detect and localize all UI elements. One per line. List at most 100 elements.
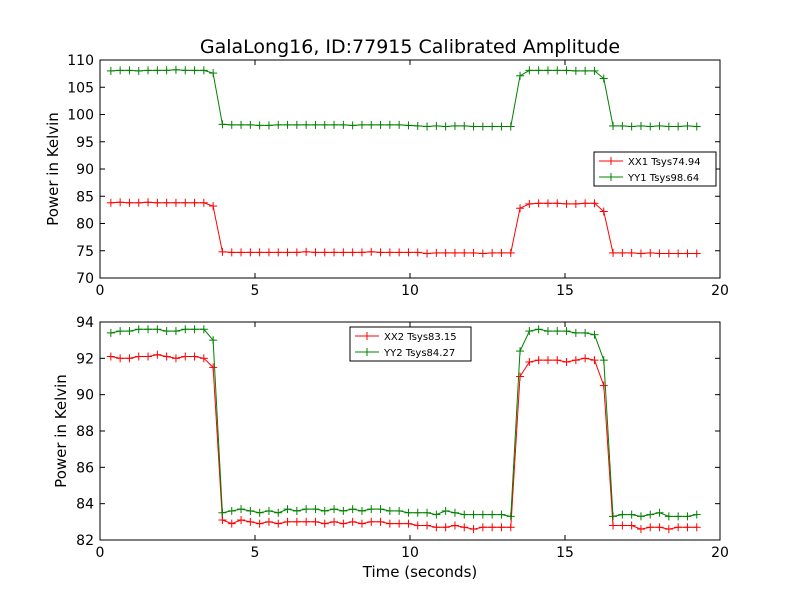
data-point (423, 249, 432, 258)
data-point (432, 248, 441, 257)
data-point (571, 356, 580, 365)
data-point (636, 525, 645, 534)
data-point (450, 248, 459, 257)
data-point (385, 519, 394, 528)
y-axis-label: Power in Kelvin (52, 374, 70, 488)
data-point (581, 66, 590, 75)
data-point (227, 120, 236, 129)
data-point (404, 508, 413, 517)
data-point (385, 506, 394, 515)
plot-frame (99, 59, 721, 279)
data-point (413, 248, 422, 257)
data-point (302, 247, 311, 256)
data-point (227, 248, 236, 257)
data-point (683, 121, 692, 130)
series-line (110, 328, 697, 517)
data-point (599, 74, 608, 83)
data-point (590, 199, 599, 208)
data-point (404, 121, 413, 130)
data-point (134, 198, 143, 207)
y-tick-label: 100 (67, 108, 94, 124)
y-tick-label: 85 (76, 189, 94, 205)
data-point (106, 198, 115, 207)
data-point (478, 249, 487, 258)
data-point (553, 66, 562, 75)
data-point (274, 120, 283, 129)
data-point (246, 506, 255, 515)
legend-box (349, 326, 472, 362)
data-point (376, 517, 385, 526)
data-point (562, 66, 571, 75)
data-point (292, 248, 301, 257)
y-tick-label: 84 (76, 497, 94, 513)
y-tick-label: 86 (76, 460, 94, 476)
data-point (534, 325, 543, 334)
data-point (525, 199, 534, 208)
data-point (199, 325, 208, 334)
data-point (450, 121, 459, 130)
data-point (413, 508, 422, 517)
data-point (692, 122, 701, 131)
data-point (339, 120, 348, 129)
data-point (543, 199, 552, 208)
data-point (450, 521, 459, 530)
data-point (274, 248, 283, 257)
data-point (534, 199, 543, 208)
legend-label: XX1 Tsys74.94 (628, 157, 701, 168)
x-tick-label: 20 (711, 545, 729, 561)
data-point (181, 66, 190, 75)
data-point (153, 198, 162, 207)
x-tick-label: 10 (401, 283, 419, 299)
data-point (311, 517, 320, 526)
data-point (506, 122, 515, 131)
data-point (506, 512, 515, 521)
data-point (581, 199, 590, 208)
data-point (116, 354, 125, 363)
data-point (674, 122, 683, 131)
data-point (534, 356, 543, 365)
data-point (181, 352, 190, 361)
data-point (199, 354, 208, 363)
series-line (110, 201, 697, 255)
data-point (683, 249, 692, 258)
data-point (664, 525, 673, 534)
data-point (562, 327, 571, 336)
y-tick-label: 92 (76, 351, 94, 367)
data-point (516, 372, 525, 381)
data-point (311, 248, 320, 257)
bottom-amplitude-plot: 0 5 10 15 20 82 84 86 88 90 92 94 Power in Kelvin Tim… (52, 315, 729, 581)
data-point (488, 122, 497, 131)
data-point (488, 523, 497, 532)
data-point (302, 505, 311, 514)
x-tick-label: 10 (401, 545, 419, 561)
data-point (581, 354, 590, 363)
data-point (376, 248, 385, 257)
data-point (162, 352, 171, 361)
data-point (609, 121, 618, 130)
data-point (460, 510, 469, 519)
data-point (283, 120, 292, 129)
data-point (543, 66, 552, 75)
data-point (283, 517, 292, 526)
data-point (506, 248, 515, 257)
data-point (655, 249, 664, 258)
data-point (320, 248, 329, 257)
data-point (246, 248, 255, 257)
data-point (497, 510, 506, 519)
data-point (357, 120, 366, 129)
data-point (609, 512, 618, 521)
data-point (255, 121, 264, 130)
data-point (292, 517, 301, 526)
data-point (516, 71, 525, 80)
data-point (348, 505, 357, 514)
data-point (181, 198, 190, 207)
data-point (413, 521, 422, 530)
data-point (246, 517, 255, 526)
data-point (674, 523, 683, 532)
data-point (553, 199, 562, 208)
legend: XX1 Tsys74.94 YY1 Tsys98.64 (593, 151, 717, 187)
y-tick-label: 90 (76, 162, 94, 178)
data-point (516, 347, 525, 356)
data-point (636, 121, 645, 130)
data-point (311, 120, 320, 129)
